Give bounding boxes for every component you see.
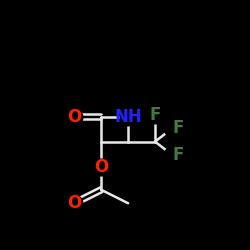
Text: F: F bbox=[150, 106, 161, 124]
Text: F: F bbox=[172, 146, 184, 164]
Text: O: O bbox=[67, 194, 81, 212]
Text: O: O bbox=[67, 108, 81, 126]
Text: NH: NH bbox=[114, 108, 142, 126]
Text: O: O bbox=[94, 158, 108, 176]
Text: F: F bbox=[172, 119, 184, 137]
